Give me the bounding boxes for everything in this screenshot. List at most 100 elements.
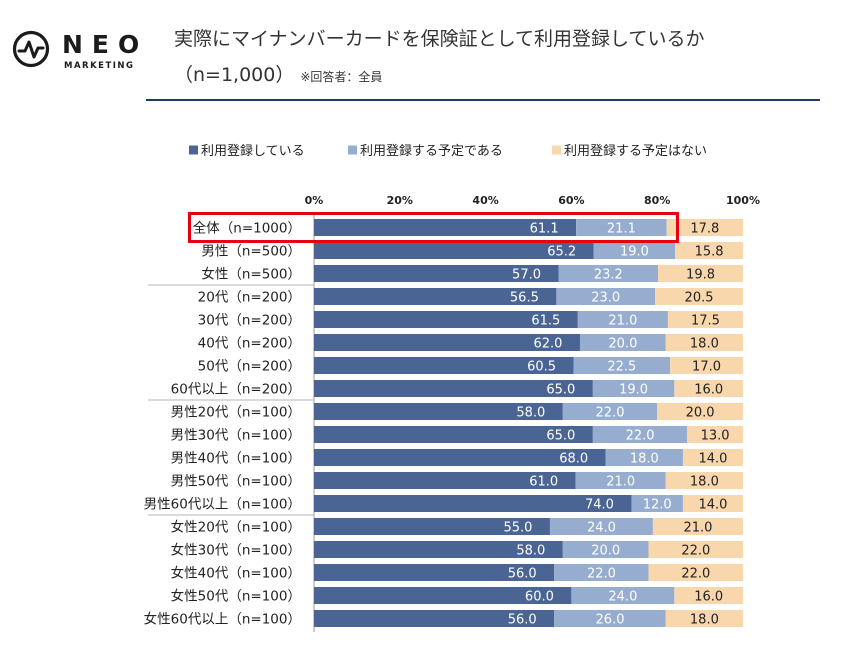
bar-segment bbox=[665, 610, 743, 627]
data-label: 58.0 bbox=[516, 406, 545, 421]
x-tick-label: 60% bbox=[558, 194, 584, 207]
x-tick-label: 80% bbox=[644, 194, 670, 207]
category-label: 男性30代（n=100） bbox=[171, 428, 301, 444]
data-label: 65.0 bbox=[546, 429, 575, 444]
header-divider bbox=[146, 99, 820, 101]
category-label: 男性（n=500） bbox=[201, 244, 301, 260]
data-label: 61.0 bbox=[529, 475, 558, 490]
bar-segment bbox=[571, 587, 675, 604]
category-label: 60代以上（n=200） bbox=[171, 382, 301, 398]
data-label: 20.0 bbox=[608, 337, 637, 352]
data-label: 21.0 bbox=[683, 521, 712, 536]
bar-segment bbox=[314, 219, 577, 236]
data-label: 22.0 bbox=[587, 567, 616, 582]
data-label: 74.0 bbox=[585, 498, 614, 513]
data-label: 62.0 bbox=[534, 337, 563, 352]
data-label: 22.0 bbox=[681, 544, 710, 559]
data-label: 12.0 bbox=[643, 498, 672, 513]
data-label: 20.5 bbox=[685, 291, 714, 306]
bar-segment bbox=[682, 449, 743, 466]
data-label: 16.0 bbox=[694, 383, 723, 398]
data-label: 56.0 bbox=[508, 567, 537, 582]
bar-segment bbox=[314, 311, 578, 328]
legend-swatch bbox=[552, 145, 561, 155]
bar-segment bbox=[314, 449, 606, 466]
bar-segment bbox=[314, 518, 550, 535]
category-label: 女性60代以上（n=100） bbox=[144, 611, 301, 628]
bar-segment bbox=[674, 587, 743, 604]
bar-segment bbox=[592, 380, 675, 397]
highlight-box bbox=[188, 212, 679, 243]
data-label: 22.5 bbox=[607, 360, 636, 375]
bar-segment bbox=[314, 564, 555, 581]
category-label: 女性20代（n=100） bbox=[171, 519, 301, 536]
data-label: 17.8 bbox=[690, 222, 719, 237]
data-label: 60.5 bbox=[527, 360, 556, 375]
bar-segment bbox=[658, 265, 743, 282]
data-label: 20.0 bbox=[686, 406, 715, 421]
bar-segment bbox=[657, 403, 743, 420]
bar-segment bbox=[674, 380, 743, 397]
category-label: 女性（n=500） bbox=[201, 266, 301, 283]
bar-segment bbox=[314, 380, 593, 397]
bar-segment bbox=[314, 265, 559, 282]
bar-segment bbox=[558, 265, 659, 282]
logo-main-text: NEO bbox=[62, 30, 149, 59]
data-label: 22.0 bbox=[626, 429, 655, 444]
bar-segment bbox=[314, 472, 576, 489]
bar-segment bbox=[562, 403, 658, 420]
data-label: 19.8 bbox=[686, 268, 715, 283]
data-label: 61.5 bbox=[531, 314, 560, 329]
legend-label: 利用登録している bbox=[201, 144, 305, 159]
bar-segment bbox=[556, 288, 656, 305]
logo-sub-text: MARKETING bbox=[64, 61, 135, 71]
data-label: 60.0 bbox=[525, 590, 554, 605]
bar-segment bbox=[314, 495, 632, 512]
page-title: 実際にマイナンバーカードを保険証として利用登録しているか bbox=[174, 28, 705, 50]
category-label: 40代（n=200） bbox=[198, 336, 301, 352]
category-label: 女性30代（n=100） bbox=[171, 542, 301, 559]
data-label: 18.0 bbox=[690, 475, 719, 490]
bar-segment bbox=[577, 311, 668, 328]
legend-swatch bbox=[189, 145, 198, 155]
data-label: 58.0 bbox=[516, 544, 545, 559]
bar-segment bbox=[314, 288, 557, 305]
data-label: 15.8 bbox=[695, 245, 724, 260]
bar-segment bbox=[575, 472, 666, 489]
category-label: 男性60代以上（n=100） bbox=[144, 497, 301, 513]
data-label: 16.0 bbox=[694, 590, 723, 605]
bar-segment bbox=[631, 495, 683, 512]
data-label: 22.0 bbox=[681, 567, 710, 582]
category-label: 男性40代（n=100） bbox=[171, 451, 301, 467]
bar-segment bbox=[549, 518, 653, 535]
data-label: 68.0 bbox=[559, 452, 588, 467]
data-label: 20.0 bbox=[591, 544, 620, 559]
bar-segment bbox=[665, 472, 743, 489]
bar-segment bbox=[314, 610, 555, 627]
category-label: 50代（n=200） bbox=[198, 359, 301, 375]
bar-segment bbox=[648, 541, 743, 558]
bar-segment bbox=[576, 219, 667, 236]
category-label: 20代（n=200） bbox=[198, 290, 301, 306]
data-label: 19.0 bbox=[620, 245, 649, 260]
legend-swatch bbox=[348, 145, 357, 155]
x-tick-label: 40% bbox=[472, 194, 498, 207]
bar-segment bbox=[605, 449, 683, 466]
category-label: 女性40代（n=100） bbox=[171, 565, 301, 582]
data-label: 23.2 bbox=[594, 268, 623, 283]
data-label: 18.0 bbox=[630, 452, 659, 467]
bar-segment bbox=[648, 564, 743, 581]
data-label: 14.0 bbox=[698, 452, 727, 467]
legend-label: 利用登録する予定である bbox=[360, 144, 503, 159]
data-label: 24.0 bbox=[608, 590, 637, 605]
category-label: 男性50代（n=100） bbox=[171, 474, 301, 490]
bar-segment bbox=[314, 334, 580, 351]
data-label: 21.1 bbox=[607, 222, 636, 237]
data-label: 21.0 bbox=[608, 314, 637, 329]
data-label: 19.0 bbox=[619, 383, 648, 398]
data-label: 61.1 bbox=[530, 222, 559, 237]
category-label: 女性50代（n=100） bbox=[171, 588, 301, 605]
respondent-note: ※回答者：全員 bbox=[300, 70, 383, 84]
bar-segment bbox=[655, 288, 743, 305]
